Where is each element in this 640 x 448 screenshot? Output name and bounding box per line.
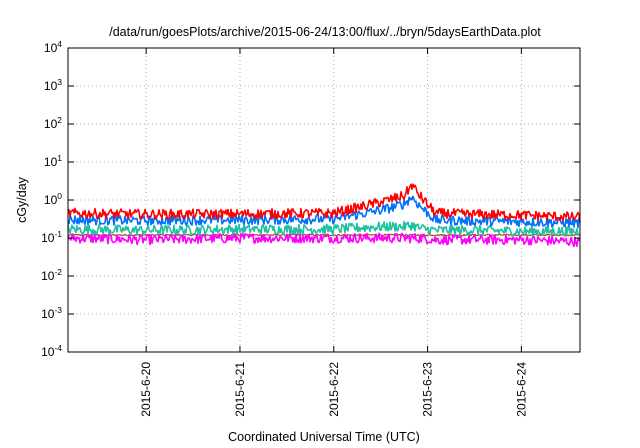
x-tick-label: 2015-6-22 xyxy=(327,362,341,417)
y-axis-label: cGy/day xyxy=(15,176,29,223)
x-tick-label: 2015-6-20 xyxy=(139,362,153,417)
series-line-3 xyxy=(67,220,581,237)
y-tick-label: 10-3 xyxy=(41,305,62,321)
x-tick-label: 2015-6-24 xyxy=(514,362,528,417)
x-tick-label: 2015-6-21 xyxy=(233,362,247,417)
y-tick-label: 103 xyxy=(44,77,62,93)
y-tick-label: 104 xyxy=(44,39,62,55)
series-line-5 xyxy=(67,232,581,248)
x-tick-label: 2015-6-23 xyxy=(421,362,435,417)
y-tick-label: 102 xyxy=(44,115,62,131)
y-tick-label: 10-1 xyxy=(41,229,62,245)
y-tick-label: 10-4 xyxy=(41,343,62,359)
y-tick-label: 101 xyxy=(44,153,62,169)
y-tick-label: 100 xyxy=(44,191,62,207)
series-group xyxy=(67,183,581,248)
series-line-1 xyxy=(67,183,581,223)
x-axis: 2015-6-20 2015-6-21 2015-6-22 2015-6-23 2015… xyxy=(139,48,528,417)
x-axis-label: Coordinated Universal Time (UTC) xyxy=(228,430,420,444)
y-tick-label: 10-2 xyxy=(41,267,62,283)
gridlines xyxy=(68,48,580,352)
chart-title: /data/run/goesPlots/archive/2015-06-24/1… xyxy=(109,25,541,39)
y-axis: 10-4 10-3 10-2 10-1 100 101 102 103 104 xyxy=(41,39,580,359)
